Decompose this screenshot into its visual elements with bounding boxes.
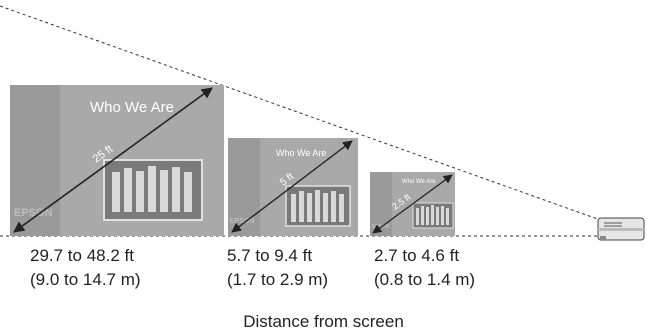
distance-label-medium: 5.7 to 9.4 ft (1.7 to 2.9 m): [227, 244, 328, 292]
screen-medium: Who We Are EPSON 5 ft: [228, 138, 358, 236]
screen-title: Who We Are: [402, 179, 436, 185]
distance-meters: (9.0 to 14.7 m): [30, 270, 141, 289]
projector-icon: [597, 217, 645, 241]
diagonal-arrow: [13, 87, 213, 233]
diagram-caption: Distance from screen: [243, 312, 404, 331]
screen-large: Who We Are EPSON 25 ft: [10, 85, 224, 236]
distance-feet: 29.7 to 48.2 ft: [30, 246, 134, 265]
screen-title: Who We Are: [90, 99, 174, 116]
distance-feet: 2.7 to 4.6 ft: [374, 246, 460, 265]
distance-label-large: 29.7 to 48.2 ft (9.0 to 14.7 m): [30, 244, 141, 292]
distance-meters: (0.8 to 1.4 m): [374, 270, 476, 289]
beam-upper-line: [0, 5, 607, 223]
distance-label-small: 2.7 to 4.6 ft (0.8 to 1.4 m): [374, 244, 475, 292]
screen-small: Who We Are EPSON 2.5 ft: [370, 172, 455, 236]
distance-feet: 5.7 to 9.4 ft: [227, 246, 313, 265]
distance-meters: (1.7 to 2.9 m): [227, 270, 329, 289]
screen-title: Who We Are: [276, 148, 326, 158]
diagonal-arrow: [372, 174, 453, 234]
diagonal-arrow: [231, 140, 353, 233]
